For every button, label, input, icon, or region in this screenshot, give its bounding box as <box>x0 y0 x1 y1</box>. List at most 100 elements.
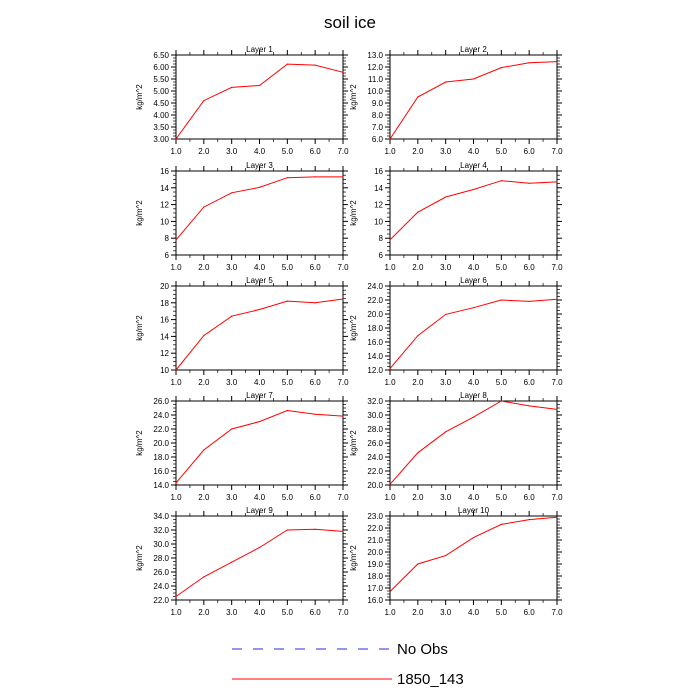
data-point <box>314 64 316 66</box>
x-tick-label: 5.0 <box>496 608 508 617</box>
data-point <box>231 86 233 88</box>
y-tick-label: 20.0 <box>367 481 383 490</box>
panels-grid: Layer 1 3.00 3.50 4.00 4.50 5.00 5.50 6.00 6.50 1… <box>135 45 563 617</box>
y-tick-label: 16 <box>160 316 169 325</box>
x-tick-label: 1.0 <box>170 378 182 387</box>
panel-layer-5: Layer 5 10 12 14 16 18 20 1.0 2.0 3.0 4.0 5.0 6.0 7.0… <box>135 276 349 387</box>
plot-frame <box>389 170 558 256</box>
y-tick-label: 3.50 <box>153 123 169 132</box>
y-tick-label: 22.0 <box>367 524 383 533</box>
plot-frame <box>175 400 344 486</box>
series-line-1850-143 <box>389 516 558 592</box>
y-tick-label: 23.0 <box>367 512 383 521</box>
y-tick-label: 16.0 <box>367 338 383 347</box>
data-point <box>175 239 177 241</box>
y-tick-label: 16.0 <box>153 467 169 476</box>
y-tick-label: 14 <box>160 184 169 193</box>
y-tick-label: 14.0 <box>367 352 383 361</box>
x-tick-label: 1.0 <box>384 378 396 387</box>
x-tick-label: 7.0 <box>337 608 349 617</box>
data-point <box>389 591 391 593</box>
data-point <box>528 300 530 302</box>
x-tick-label: 1.0 <box>170 493 182 502</box>
x-tick-label: 3.0 <box>226 263 238 272</box>
x-tick-label: 4.0 <box>254 493 266 502</box>
x-tick-label: 3.0 <box>226 608 238 617</box>
y-axis-label: kg/m^2 <box>135 84 144 110</box>
x-tick-label: 3.0 <box>440 147 452 156</box>
x-tick-label: 5.0 <box>496 493 508 502</box>
data-point <box>286 300 288 302</box>
y-tick-label: 28.0 <box>153 554 169 563</box>
x-tick-label: 1.0 <box>170 263 182 272</box>
x-tick-label: 4.0 <box>254 378 266 387</box>
data-point <box>286 63 288 65</box>
x-tick-label: 3.0 <box>440 493 452 502</box>
y-tick-label: 12 <box>160 349 169 358</box>
series-line-1850-143 <box>175 176 343 241</box>
panel-title: Layer 9 <box>246 506 273 515</box>
panel-title: Layer 5 <box>246 276 273 285</box>
x-tick-label: 5.0 <box>282 493 294 502</box>
y-tick-label: 20.0 <box>153 439 169 448</box>
y-tick-label: 10 <box>160 366 169 375</box>
x-tick-label: 2.0 <box>198 378 210 387</box>
data-point <box>203 334 205 337</box>
data-point <box>417 96 419 98</box>
data-point <box>203 576 205 578</box>
plot-frame <box>389 285 558 371</box>
series-line-1850-143 <box>175 528 344 597</box>
y-tick-label: 3.00 <box>153 135 169 144</box>
y-tick-label: 9.0 <box>372 99 384 108</box>
y-tick-label: 6.50 <box>153 51 169 60</box>
y-tick-label: 6 <box>165 251 170 260</box>
data-point <box>528 182 530 184</box>
data-point <box>500 299 502 301</box>
y-tick-label: 32.0 <box>367 397 383 406</box>
panel-layer-6: Layer 6 12.0 14.0 16.0 18.0 20.0 22.0 24.0 1.0 2.… <box>349 276 563 387</box>
plot-frame <box>389 54 558 140</box>
x-tick-label: 5.0 <box>282 608 294 617</box>
y-tick-label: 6.00 <box>153 63 169 72</box>
x-tick-label: 3.0 <box>440 608 452 617</box>
data-point <box>472 78 475 80</box>
panel-layer-4: Layer 4 6 8 10 12 14 16 1.0 2.0 3.0 4.0 5.0 6.0 7.0 kg… <box>349 161 563 272</box>
y-tick-label: 22.0 <box>153 596 169 605</box>
data-point <box>472 537 475 539</box>
x-tick-label: 6.0 <box>310 263 322 272</box>
plot-frame <box>175 170 344 256</box>
x-tick-label: 7.0 <box>551 147 563 156</box>
y-axis-label: kg/m^2 <box>349 200 358 226</box>
series-line-1850-143 <box>389 298 558 369</box>
panel-title: Layer 8 <box>460 391 487 400</box>
data-point <box>231 315 233 317</box>
y-tick-label: 24.0 <box>153 411 169 420</box>
x-tick-label: 5.0 <box>496 147 508 156</box>
data-point <box>258 84 261 87</box>
x-tick-label: 4.0 <box>468 608 480 617</box>
y-tick-label: 16 <box>374 167 383 176</box>
panel-layer-1: Layer 1 3.00 3.50 4.00 4.50 5.00 5.50 6.00 6.50 1… <box>135 45 349 156</box>
data-point <box>528 519 530 521</box>
x-tick-label: 3.0 <box>226 147 238 156</box>
data-point <box>445 313 447 315</box>
data-point <box>286 529 288 531</box>
data-point <box>203 206 205 208</box>
data-point <box>417 563 419 565</box>
x-tick-label: 6.0 <box>310 608 322 617</box>
panel-layer-9: Layer 9 22.0 24.0 26.0 28.0 30.0 32.0 34.0 1.0 2.… <box>135 506 349 617</box>
data-point <box>528 62 530 64</box>
plot-frame <box>389 400 558 486</box>
y-tick-label: 11.0 <box>368 75 384 84</box>
y-tick-label: 13.0 <box>367 51 383 60</box>
y-tick-label: 26.0 <box>153 397 169 406</box>
x-tick-label: 2.0 <box>412 147 424 156</box>
legend: No Obs 1850_143 <box>232 641 464 688</box>
panel-layer-7: Layer 7 14.0 16.0 18.0 20.0 22.0 24.0 26.0 1.0 2.… <box>135 391 349 502</box>
y-tick-label: 12 <box>374 201 383 210</box>
data-point <box>258 308 261 311</box>
x-tick-label: 6.0 <box>524 608 536 617</box>
y-tick-label: 26.0 <box>367 439 383 448</box>
x-tick-label: 2.0 <box>412 378 424 387</box>
x-tick-label: 1.0 <box>170 147 182 156</box>
